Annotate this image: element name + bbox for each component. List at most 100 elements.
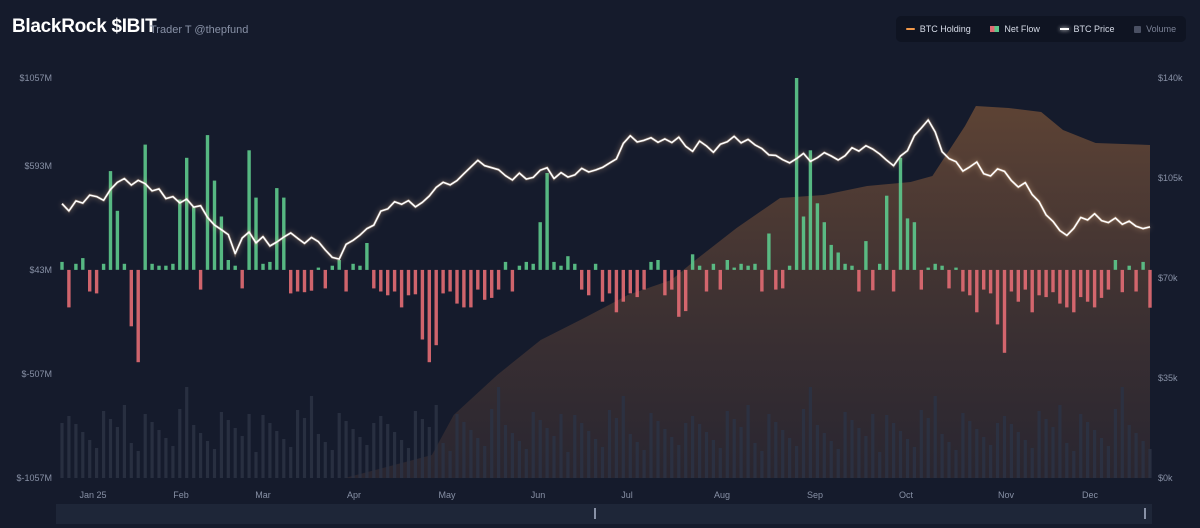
volume-bar (178, 409, 182, 478)
net-flow-bar (794, 78, 799, 270)
volume-bar (587, 431, 591, 478)
volume-bar (989, 445, 993, 478)
x-axis-tick-label: Nov (998, 490, 1015, 500)
net-flow-bar (358, 265, 362, 270)
volume-bar (351, 429, 355, 478)
net-flow-bar (635, 269, 639, 298)
legend-item-volume[interactable]: Volume (1134, 24, 1176, 34)
volume-bar (247, 414, 251, 478)
volume-bar (836, 449, 840, 478)
net-flow-bar (1113, 260, 1118, 270)
volume-bar (358, 437, 362, 478)
net-flow-bar (926, 267, 930, 270)
net-flow-bar (1106, 269, 1111, 290)
volume-bar (781, 430, 785, 478)
volume-bar (233, 428, 237, 478)
net-flow-bar (122, 263, 127, 270)
net-flow-bar (739, 263, 743, 270)
volume-bar (774, 422, 778, 478)
volume-bar (746, 405, 750, 478)
net-flow-bar (337, 260, 341, 270)
net-flow-bar (282, 197, 286, 270)
volume-bar (871, 414, 875, 478)
x-axis-tick-label: Jun (531, 490, 546, 500)
volume-bar (115, 427, 119, 478)
net-flow-bar (94, 269, 99, 294)
x-axis-tick-label: Oct (899, 490, 914, 500)
legend-item-btc-holding[interactable]: BTC Holding (905, 24, 971, 34)
net-flow-bar (836, 252, 840, 270)
net-flow-bar (379, 269, 383, 292)
volume-bar (1127, 425, 1131, 478)
volume-bar (289, 447, 293, 478)
volume-bar (933, 396, 937, 478)
left-axis: $1057M $593M $43M $-507M $-1057M (16, 73, 52, 483)
net-flow-bar (490, 269, 494, 298)
net-flow-bars-layer (60, 78, 1152, 363)
volume-bar (524, 449, 528, 478)
btc-holding-swatch-icon (905, 28, 915, 30)
net-flow-bar (801, 216, 806, 270)
volume-bar (1002, 416, 1007, 478)
legend-item-btc-price[interactable]: BTC Price (1059, 24, 1115, 34)
volume-bar (878, 452, 882, 478)
net-flow-bar (968, 269, 972, 296)
x-axis: Jan 25 Feb Mar Apr May Jun Jul Aug Sep Oct Nov Dec (79, 490, 1098, 500)
volume-bar (573, 415, 577, 478)
navigator-handle-right[interactable] (1144, 508, 1146, 519)
volume-bar (1079, 414, 1083, 478)
volume-bar (739, 427, 743, 478)
net-flow-bar (1051, 269, 1055, 293)
net-flow-bar (413, 269, 418, 295)
net-flow-bar (88, 269, 92, 292)
net-flow-bar (718, 269, 722, 290)
volume-bar (649, 413, 653, 478)
volume-bar (545, 428, 549, 478)
net-flow-bar (1120, 269, 1124, 293)
net-flow-bar (247, 150, 251, 270)
net-flow-bar (1072, 269, 1076, 313)
volume-bar (510, 433, 514, 478)
net-flow-bar (982, 269, 986, 290)
volume-bar (1134, 433, 1138, 478)
x-axis-tick-label: Aug (714, 490, 730, 500)
net-flow-bar (1092, 269, 1097, 308)
volume-bar (829, 441, 833, 478)
volume-bar (954, 450, 958, 478)
volume-bar (476, 438, 480, 478)
net-flow-bar (628, 269, 632, 294)
navigator-handle-left[interactable] (594, 508, 596, 519)
volume-bar (760, 451, 764, 478)
net-flow-bar (503, 261, 508, 270)
volume-bar (850, 420, 854, 478)
btc-holding-area (62, 106, 1150, 478)
net-flow-bar (573, 263, 577, 270)
net-flow-bar (136, 269, 140, 363)
x-axis-tick-label: Dec (1082, 490, 1099, 500)
net-flow-bar (580, 269, 584, 290)
left-axis-tick-label: $-507M (21, 369, 52, 379)
volume-bar (704, 432, 709, 478)
right-axis-tick-label: $140k (1158, 73, 1183, 83)
btc-holding-area-layer (62, 106, 1150, 478)
volume-bar (282, 439, 286, 478)
x-axis-tick-label: Sep (807, 490, 823, 500)
net-flow-bar (1099, 269, 1104, 298)
net-flow-bar (469, 269, 473, 308)
net-flow-bar (1058, 269, 1062, 304)
volume-bar (309, 396, 314, 478)
volume-bar (205, 441, 210, 478)
volume-bar (1106, 446, 1110, 478)
volume-bars-layer (60, 387, 1152, 478)
net-flow-bar (1134, 269, 1138, 292)
volume-bar (67, 416, 71, 478)
net-flow-bar (988, 269, 993, 294)
net-flow-bar (781, 269, 785, 289)
legend-item-net-flow[interactable]: Net Flow (990, 24, 1040, 34)
volume-bar (427, 427, 431, 478)
volume-bar (718, 448, 722, 478)
range-navigator[interactable] (56, 504, 1152, 524)
legend: BTC Holding Net Flow BTC Price Volume (896, 16, 1186, 42)
net-flow-bar (192, 207, 196, 270)
net-flow-bar (829, 244, 833, 270)
